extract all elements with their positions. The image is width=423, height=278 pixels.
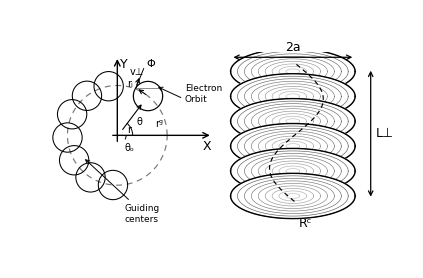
Text: θₒ: θₒ — [125, 143, 135, 153]
Polygon shape — [231, 148, 355, 194]
Text: rᵍ: rᵍ — [155, 119, 163, 129]
Text: θ: θ — [136, 117, 142, 127]
Text: Rᶜ: Rᶜ — [299, 217, 312, 230]
Text: rₗ: rₗ — [127, 79, 133, 89]
Polygon shape — [231, 123, 355, 169]
Text: r: r — [128, 125, 132, 135]
Text: 2a: 2a — [285, 41, 301, 54]
Polygon shape — [231, 49, 355, 94]
Text: Φ: Φ — [146, 59, 155, 69]
Text: Y: Y — [120, 58, 128, 71]
Text: v⊥: v⊥ — [129, 67, 144, 77]
Polygon shape — [231, 74, 355, 119]
Text: L⊥: L⊥ — [376, 127, 393, 140]
Polygon shape — [231, 173, 355, 219]
Text: Electron
Orbit: Electron Orbit — [185, 84, 222, 104]
Polygon shape — [231, 99, 355, 144]
Text: Guiding
centers: Guiding centers — [125, 203, 160, 224]
Text: X: X — [203, 140, 211, 153]
